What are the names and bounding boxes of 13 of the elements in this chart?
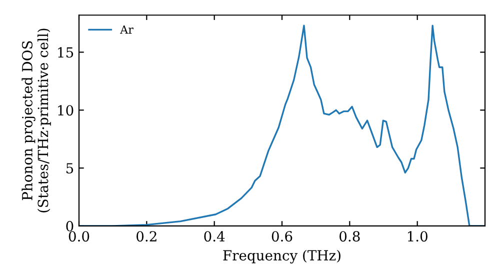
y-tick-label: 5 bbox=[66, 163, 74, 174]
y-tick-label: 10 bbox=[58, 105, 74, 116]
x-tick-label: 0.2 bbox=[136, 231, 156, 242]
x-tick-label: 0.8 bbox=[340, 231, 360, 242]
y-tick-label: 0 bbox=[66, 220, 74, 232]
x-tick-label: 0.0 bbox=[68, 231, 90, 242]
x-axis-title: Frequency (THz) bbox=[223, 250, 340, 264]
legend-label: Ar bbox=[120, 25, 134, 34]
y-tick-label: 15 bbox=[58, 47, 74, 58]
x-tick-label: 0.4 bbox=[204, 231, 225, 242]
y-axis-title: Phonon projected DOS (States/THz·primitive cell) bbox=[22, 28, 51, 212]
x-tick-label: 1.0 bbox=[408, 231, 428, 242]
x-tick-label: 0.6 bbox=[272, 231, 292, 242]
